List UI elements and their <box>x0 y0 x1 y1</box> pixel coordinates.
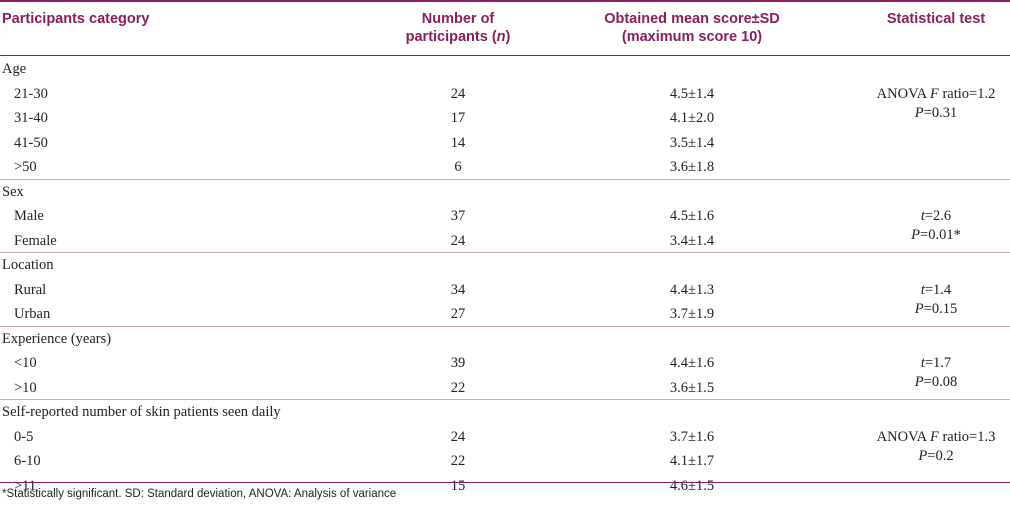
header-category: Participants category <box>2 11 150 27</box>
group-divider <box>0 399 1010 400</box>
row-mean-score: 4.4±1.3 <box>669 281 715 298</box>
header-stat: Statistical test <box>886 11 986 27</box>
stat-test-line1: t=2.6 <box>920 208 952 224</box>
row-mean-score: 3.7±1.9 <box>669 306 715 322</box>
header-mean-line2: (maximum score 10) <box>621 29 763 45</box>
stat-test-line1: ANOVA F ratio=1.2 <box>876 85 996 102</box>
group-label: Sex <box>2 183 24 200</box>
group-divider <box>0 252 1010 253</box>
row-count: 15 <box>450 477 466 494</box>
row-count: 14 <box>450 134 466 151</box>
row-mean-score: 4.1±2.0 <box>669 110 715 126</box>
header-number-line2: participants (n) <box>405 29 511 45</box>
stat-test-line1: t=1.7 <box>920 355 952 371</box>
group-label: Location <box>2 257 54 273</box>
row-label: Male <box>14 208 44 224</box>
row-count: 39 <box>450 355 466 371</box>
row-count: 27 <box>450 306 466 322</box>
header-mean-line1: Obtained mean score±SD <box>604 11 780 27</box>
row-count: 6 <box>454 159 462 175</box>
row-count: 22 <box>450 379 466 396</box>
group-label: Self-reported number of skin patients se… <box>2 404 281 420</box>
header-number-line1: Number of <box>421 11 495 27</box>
table-top-rule <box>0 0 1010 2</box>
header-number: Number of participants (n) <box>400 10 516 46</box>
row-label: 6-10 <box>14 453 41 469</box>
row-mean-score: 3.4±1.4 <box>669 232 715 249</box>
table-footnote: *Statistically significant. SD: Standard… <box>2 488 397 500</box>
row-mean-score: 3.5±1.4 <box>669 134 715 151</box>
row-label: 41-50 <box>14 134 48 151</box>
stat-test-line1: ANOVA F ratio=1.3 <box>876 428 996 445</box>
row-label: 21-30 <box>14 85 48 102</box>
row-label: Female <box>14 232 57 249</box>
row-label: 31-40 <box>14 110 48 126</box>
row-count: 17 <box>450 110 466 126</box>
group-divider <box>0 178 1010 180</box>
row-mean-score: 4.6±1.5 <box>669 477 715 494</box>
row-count: 24 <box>450 428 466 445</box>
row-mean-score: 4.5±1.6 <box>669 208 715 224</box>
row-mean-score: 4.5±1.4 <box>669 85 715 102</box>
row-mean-score: 4.4±1.6 <box>669 355 715 371</box>
header-mean: Obtained mean score±SD (maximum score 10… <box>588 10 796 46</box>
row-mean-score: 4.1±1.7 <box>669 453 715 469</box>
row-mean-score: 3.6±1.5 <box>669 379 715 396</box>
row-label: >10 <box>14 379 37 396</box>
row-count: 24 <box>450 85 466 102</box>
row-label: 0-5 <box>14 428 34 445</box>
row-count: 22 <box>450 453 466 469</box>
group-label: Age <box>2 61 27 77</box>
row-count: 34 <box>450 281 466 298</box>
stat-test-line2: P=0.08 <box>914 374 958 390</box>
row-label: <10 <box>14 355 37 371</box>
row-label: Urban <box>14 306 51 322</box>
stat-test-line1: t=1.4 <box>920 281 952 298</box>
row-label: >50 <box>14 159 37 175</box>
row-count: 24 <box>450 232 466 249</box>
row-mean-score: 3.6±1.8 <box>669 159 715 175</box>
table-bottom-rule <box>0 482 1010 483</box>
row-count: 37 <box>450 208 466 224</box>
row-label: >11 <box>14 477 37 494</box>
group-divider <box>0 325 1010 327</box>
table-header-rule <box>0 55 1010 56</box>
stat-test-line2: P=0.15 <box>914 300 958 317</box>
group-label: Experience (years) <box>2 330 112 347</box>
row-mean-score: 3.7±1.6 <box>669 428 715 445</box>
stat-test-line2: P=0.01* <box>911 227 961 243</box>
stat-test-line2: P=0.31 <box>914 104 958 121</box>
row-label: Rural <box>14 281 47 298</box>
stat-test-line2: P=0.2 <box>918 447 954 464</box>
